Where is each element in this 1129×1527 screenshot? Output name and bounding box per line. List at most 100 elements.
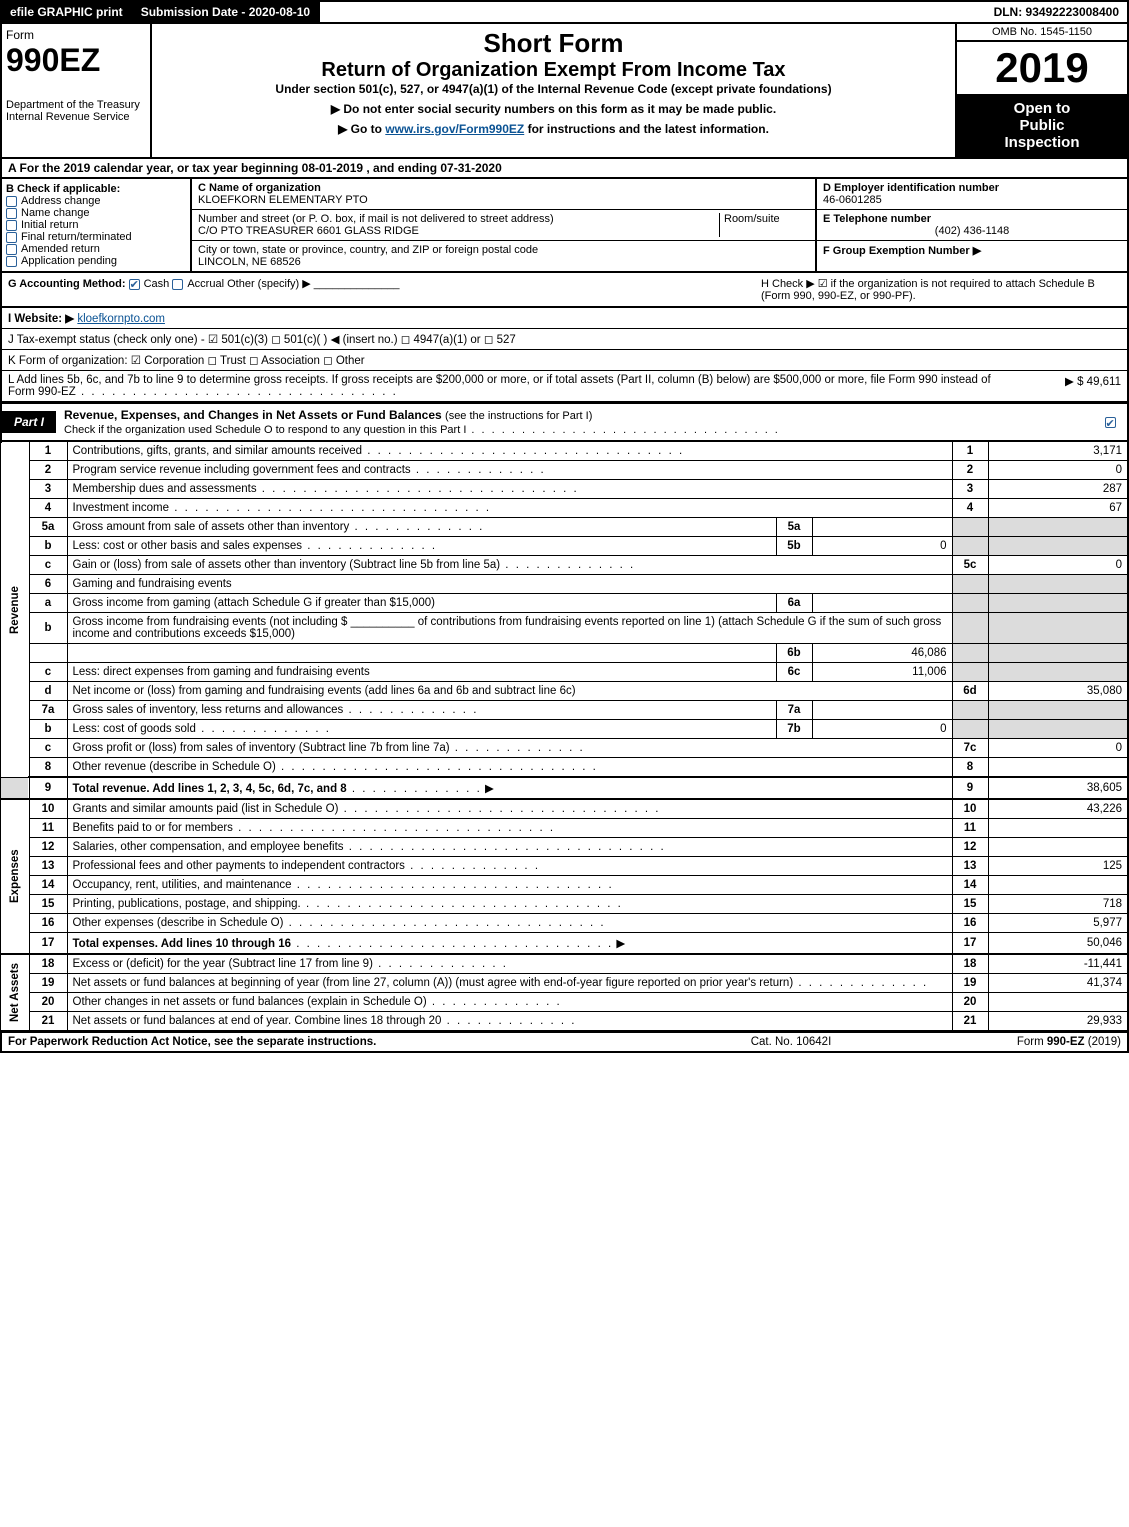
ln-20-text: Other changes in net assets or fund bala… xyxy=(67,993,952,1012)
short-form-title: Short Form xyxy=(156,28,951,59)
ln-6c-bv: 11,006 xyxy=(812,663,952,682)
goto-post: for instructions and the latest informat… xyxy=(524,122,769,136)
ln-8-val xyxy=(988,758,1128,778)
row-a-tax-year: A For the 2019 calendar year, or tax yea… xyxy=(0,159,1129,179)
ln-10-text: Grants and similar amounts paid (list in… xyxy=(67,799,952,819)
ln-18-val: -11,441 xyxy=(988,954,1128,974)
f-label: F Group Exemption Number ▶ xyxy=(823,244,1121,257)
c-label: C Name of organization xyxy=(198,182,809,194)
part1-tag: Part I xyxy=(2,411,56,433)
goto-pre: ▶ Go to xyxy=(338,122,385,136)
ln-10-val: 43,226 xyxy=(988,799,1128,819)
ln-5b-text: Less: cost or other basis and sales expe… xyxy=(67,537,776,556)
ln-8-text: Other revenue (describe in Schedule O) xyxy=(67,758,952,778)
ln-9-text: Total revenue. Add lines 1, 2, 3, 4, 5c,… xyxy=(67,777,952,799)
expenses-label: Expenses xyxy=(1,799,29,954)
ln-6-text: Gaming and fundraising events xyxy=(67,575,952,594)
ln-13-text: Professional fees and other payments to … xyxy=(67,857,952,876)
ln-5b-box: 5b xyxy=(776,537,812,556)
section-def: D Employer identification number 46-0601… xyxy=(817,179,1127,271)
form-footer-label: Form 990-EZ (2019) xyxy=(921,1036,1121,1048)
revenue-label: Revenue xyxy=(1,442,29,777)
ssn-warning: ▶ Do not enter social security numbers o… xyxy=(156,102,951,116)
ln-1-text: Contributions, gifts, grants, and simila… xyxy=(67,442,952,461)
ein-value: 46-0601285 xyxy=(823,194,1121,206)
part1-checkbox[interactable] xyxy=(1097,415,1127,429)
b-opt-name[interactable]: Name change xyxy=(6,207,186,219)
ln-6d-val: 35,080 xyxy=(988,682,1128,701)
ln-12-val xyxy=(988,838,1128,857)
website-link[interactable]: kloefkornpto.com xyxy=(77,313,165,325)
b-title: B Check if applicable: xyxy=(6,183,186,195)
ln-6a-bv xyxy=(812,594,952,613)
form-label: Form xyxy=(6,28,146,42)
ln-19-text: Net assets or fund balances at beginning… xyxy=(67,974,952,993)
inspect-line2: Public xyxy=(963,117,1121,134)
b-opt-amended[interactable]: Amended return xyxy=(6,243,186,255)
ln-6c-box: 6c xyxy=(776,663,812,682)
section-b: B Check if applicable: Address change Na… xyxy=(2,179,192,271)
ln-2-text: Program service revenue including govern… xyxy=(67,461,952,480)
ln-7b-bv: 0 xyxy=(812,720,952,739)
row-k: K Form of organization: ☑ Corporation ◻ … xyxy=(0,350,1129,371)
ln-20-val xyxy=(988,993,1128,1012)
dept-treasury: Department of the Treasury xyxy=(6,99,146,111)
catalog-number: Cat. No. 10642I xyxy=(661,1036,921,1048)
b-opt-address[interactable]: Address change xyxy=(6,195,186,207)
ln-7a-box: 7a xyxy=(776,701,812,720)
ln-16-text: Other expenses (describe in Schedule O) xyxy=(67,914,952,933)
inspect-line1: Open to xyxy=(963,100,1121,117)
ln-6a-box: 6a xyxy=(776,594,812,613)
page-footer: For Paperwork Reduction Act Notice, see … xyxy=(0,1032,1129,1053)
irs-link[interactable]: www.irs.gov/Form990EZ xyxy=(385,122,524,136)
g-accrual[interactable]: Accrual xyxy=(172,278,224,290)
i-label: I Website: ▶ xyxy=(8,313,74,325)
section-c: C Name of organization KLOEFKORN ELEMENT… xyxy=(192,179,817,271)
ln-1-num: 1 xyxy=(29,442,67,461)
ln-7a-bv xyxy=(812,701,952,720)
part1-check-text: Check if the organization used Schedule … xyxy=(64,424,780,436)
ln-7c-text: Gross profit or (loss) from sales of inv… xyxy=(67,739,952,758)
ln-12-text: Salaries, other compensation, and employ… xyxy=(67,838,952,857)
under-section: Under section 501(c), 527, or 4947(a)(1)… xyxy=(156,82,951,96)
ln-6b-text: Gross income from fundraising events (no… xyxy=(67,613,952,644)
ln-5a-bv xyxy=(812,518,952,537)
room-suite-label: Room/suite xyxy=(719,213,809,237)
b-opt-final[interactable]: Final return/terminated xyxy=(6,231,186,243)
phone-value: (402) 436-1148 xyxy=(823,225,1121,237)
g-label: G Accounting Method: xyxy=(8,278,126,290)
tax-year: 2019 xyxy=(957,42,1127,94)
ln-2-val: 0 xyxy=(988,461,1128,480)
inspect-line3: Inspection xyxy=(963,134,1121,151)
ln-1-rnum: 1 xyxy=(952,442,988,461)
g-cash[interactable]: Cash xyxy=(129,278,170,290)
addr-label: Number and street (or P. O. box, if mail… xyxy=(198,213,719,225)
h-text: H Check ▶ ☑ if the organization is not r… xyxy=(761,277,1121,302)
ln-11-text: Benefits paid to or for members xyxy=(67,819,952,838)
ln-7a-text: Gross sales of inventory, less returns a… xyxy=(67,701,776,720)
ln-6d-text: Net income or (loss) from gaming and fun… xyxy=(67,682,952,701)
org-name: KLOEFKORN ELEMENTARY PTO xyxy=(198,194,809,206)
gh-block: G Accounting Method: Cash Accrual Other … xyxy=(0,273,1129,308)
open-public-inspection: Open to Public Inspection xyxy=(957,94,1127,157)
part1-title: Revenue, Expenses, and Changes in Net As… xyxy=(56,404,1097,440)
g-other[interactable]: Other (specify) ▶ ______________ xyxy=(227,278,399,290)
ln-17-val: 50,046 xyxy=(988,933,1128,955)
row-l: L Add lines 5b, 6c, and 7b to line 9 to … xyxy=(0,371,1129,403)
goto-instructions: ▶ Go to www.irs.gov/Form990EZ for instru… xyxy=(156,122,951,136)
b-opt-pending[interactable]: Application pending xyxy=(6,255,186,267)
ln-16-val: 5,977 xyxy=(988,914,1128,933)
submission-date: Submission Date - 2020-08-10 xyxy=(133,2,320,22)
city-label: City or town, state or province, country… xyxy=(198,244,809,256)
efile-print-button[interactable]: efile GRAPHIC print xyxy=(2,2,133,22)
ln-21-text: Net assets or fund balances at end of ye… xyxy=(67,1012,952,1032)
ln-5b-bv: 0 xyxy=(812,537,952,556)
ln-3-val: 287 xyxy=(988,480,1128,499)
paperwork-notice: For Paperwork Reduction Act Notice, see … xyxy=(8,1036,661,1048)
b-opt-initial[interactable]: Initial return xyxy=(6,219,186,231)
ln-3-text: Membership dues and assessments xyxy=(67,480,952,499)
ln-15-text: Printing, publications, postage, and shi… xyxy=(67,895,952,914)
part1-lines-table: Revenue 1 Contributions, gifts, grants, … xyxy=(0,442,1129,1032)
ln-4-val: 67 xyxy=(988,499,1128,518)
ln-6b-sum xyxy=(67,644,776,663)
